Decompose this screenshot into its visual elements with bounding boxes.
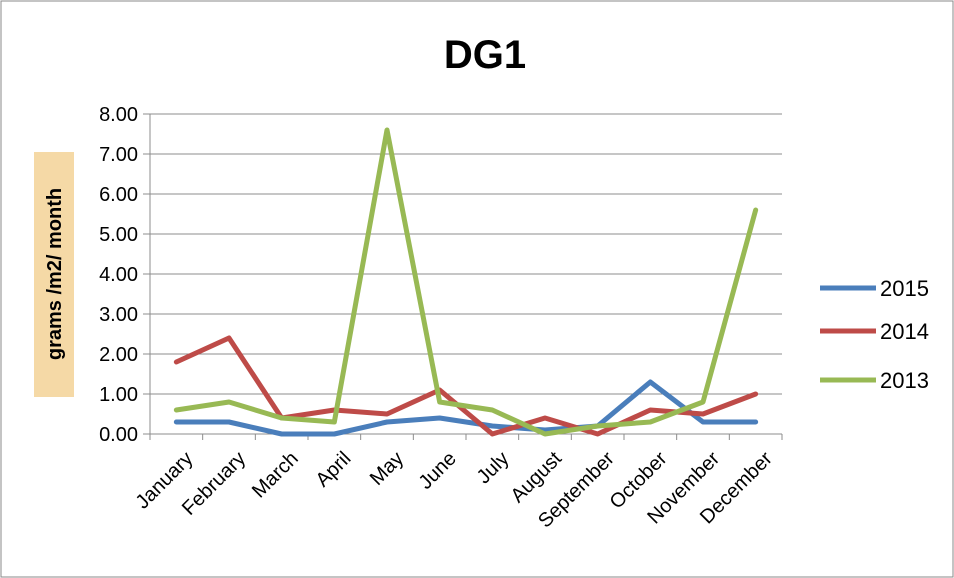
legend-label-2015: 2015 — [880, 276, 929, 301]
legend-label-2014: 2014 — [880, 319, 929, 344]
y-tick-label: 3.00 — [99, 304, 138, 326]
y-tick-labels: 0.00 1.00 2.00 3.00 4.00 5.00 6.00 7.00 8.00 — [99, 104, 138, 446]
series-lines — [173, 127, 759, 437]
y-axis-label: grams /m2/ month — [44, 188, 66, 360]
y-tick-label: 0.00 — [99, 424, 138, 446]
y-axis-label-background — [34, 152, 74, 397]
y-tick-label: 7.00 — [99, 144, 138, 166]
y-tick-label: 5.00 — [99, 224, 138, 246]
y-tick-label: 2.00 — [99, 344, 138, 366]
legend: 2015 2014 2013 — [820, 276, 929, 393]
chart-title: DG1 — [444, 33, 526, 77]
series-line-2015 — [173, 379, 759, 437]
legend-label-2013: 2013 — [880, 368, 929, 393]
gridlines — [143, 113, 783, 440]
y-tick-label: 1.00 — [99, 384, 138, 406]
y-axis-label-group: grams /m2/ month — [34, 152, 74, 397]
series-line-2014 — [173, 335, 759, 437]
y-tick-label: 6.00 — [99, 184, 138, 206]
y-tick-label: 8.00 — [99, 104, 138, 126]
series-line-2013 — [173, 127, 759, 437]
y-tick-label: 4.00 — [99, 264, 138, 286]
